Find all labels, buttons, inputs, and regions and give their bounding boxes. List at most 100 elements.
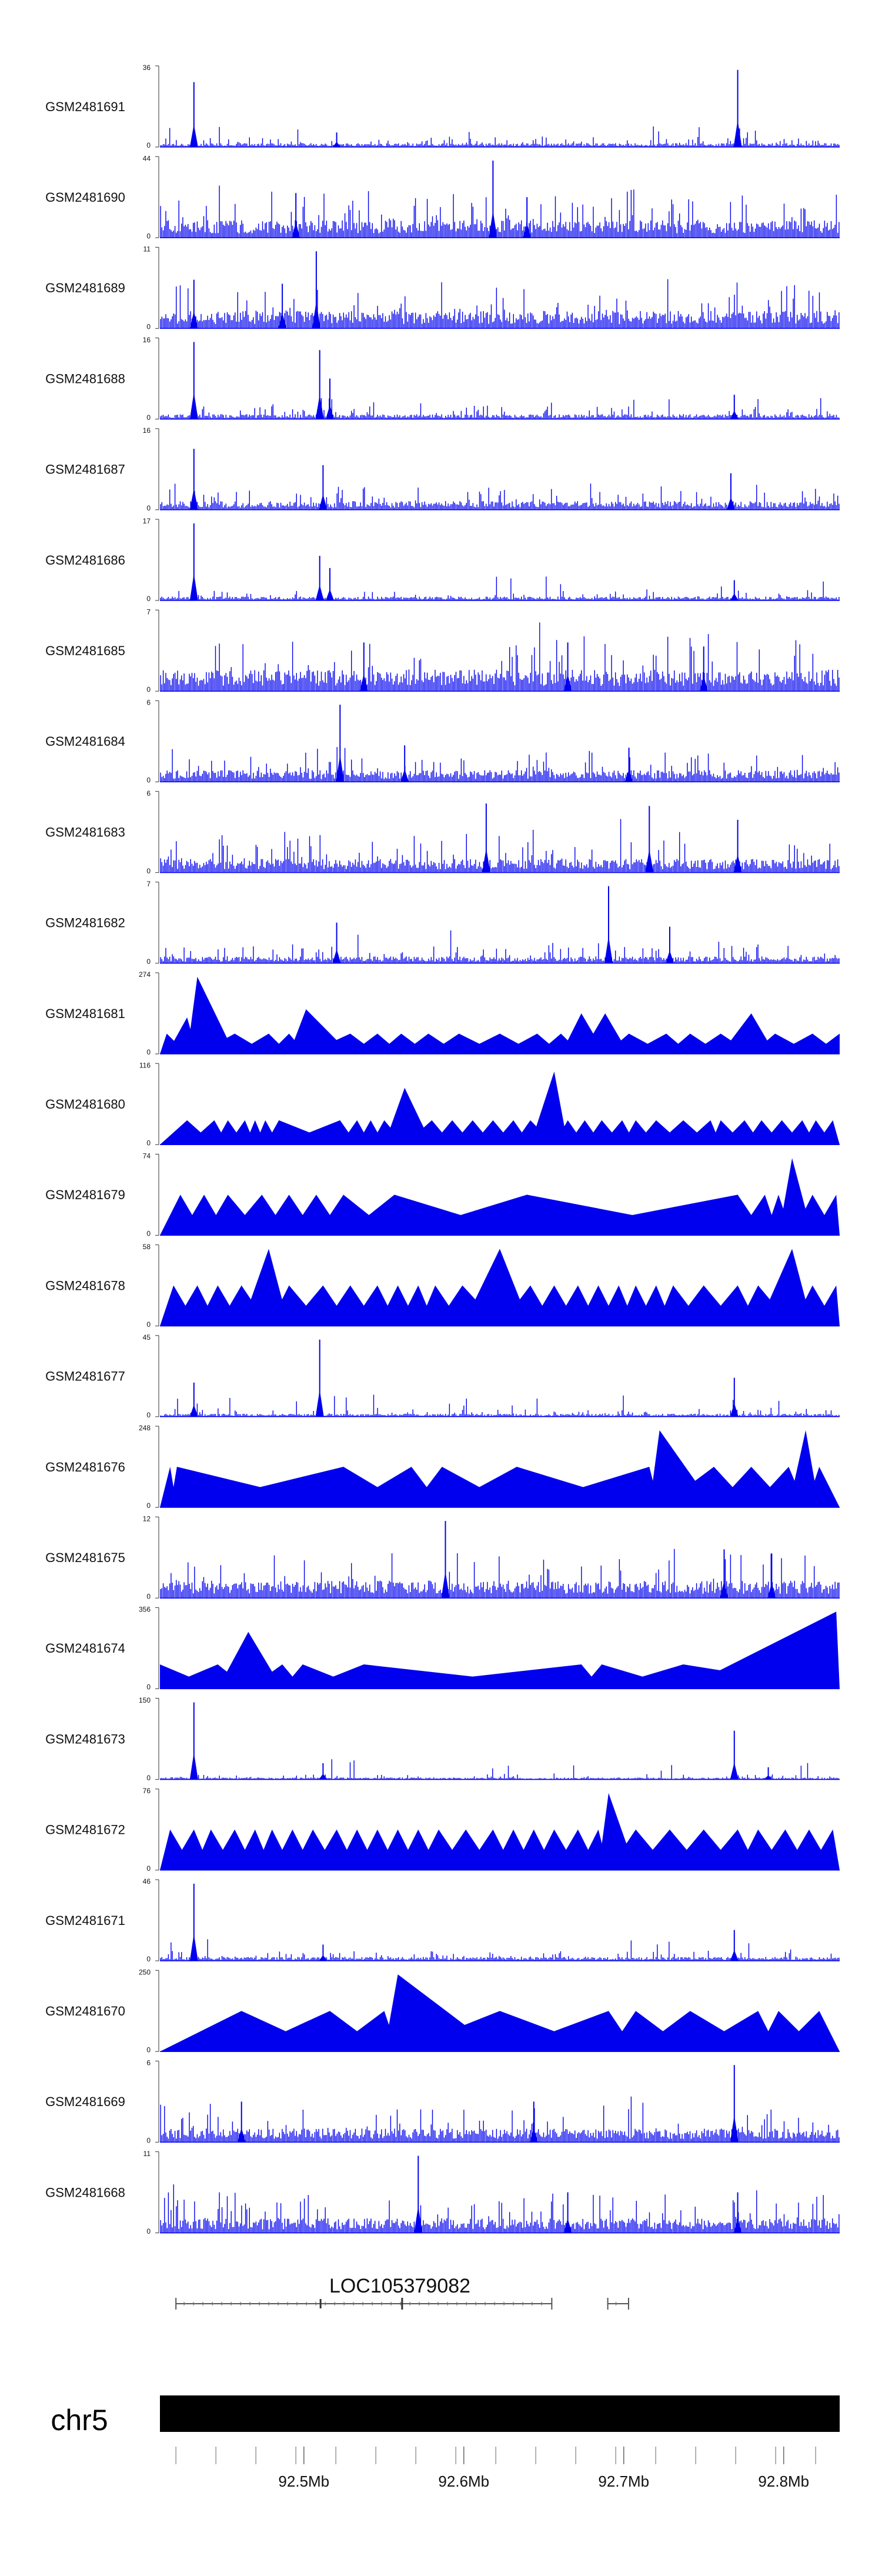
- track-GSM2481683: GSM2481683 6 0: [45, 789, 840, 875]
- y-min-label: 0: [146, 1501, 151, 1510]
- strand-arrow: [503, 2301, 506, 2306]
- coverage-bars: [160, 279, 840, 329]
- track-label: GSM2481685: [45, 643, 125, 658]
- strand-arrow: [615, 2301, 618, 2306]
- track-GSM2481680: GSM2481680 116 0: [45, 1061, 840, 1147]
- coverage-peak-base: [624, 770, 633, 782]
- coverage-area: [160, 1793, 840, 1870]
- coverage-peak-base: [292, 222, 300, 238]
- y-max-label: 58: [143, 1243, 151, 1251]
- coverage-peak-base: [189, 573, 198, 600]
- y-min-label: 0: [146, 1320, 151, 1329]
- coverage-peak-base: [278, 312, 287, 329]
- track-GSM2481679: GSM2481679 74 0: [45, 1152, 840, 1238]
- coverage-peak-base: [359, 674, 368, 692]
- strand-arrow: [315, 2301, 318, 2306]
- track-GSM2481691: GSM2481691 36 0: [45, 64, 840, 149]
- coverage-bars: [160, 1939, 840, 1961]
- coverage-peak-base: [730, 1403, 739, 1417]
- y-max-label: 356: [139, 1606, 151, 1614]
- strand-arrow: [484, 2301, 487, 2306]
- y-min-label: 0: [146, 776, 151, 785]
- track-label: GSM2481684: [45, 734, 125, 749]
- coverage-peak-base: [319, 1955, 328, 1961]
- coverage-peak-base: [720, 1581, 729, 1599]
- y-min-label: 0: [146, 1774, 151, 1782]
- coverage-area: [160, 1974, 840, 2052]
- track-label: GSM2481675: [45, 1550, 125, 1565]
- coverage-peak-base: [332, 949, 341, 963]
- track-GSM2481672: GSM2481672 76 0: [45, 1787, 840, 1873]
- y-max-label: 76: [143, 1787, 151, 1795]
- y-max-label: 7: [146, 880, 151, 888]
- coverage-area: [160, 1430, 840, 1507]
- coverage-peak-base: [523, 223, 532, 238]
- coverage-peak-base: [189, 488, 198, 510]
- x-tick-label: 92.6Mb: [438, 2472, 489, 2490]
- strand-arrow: [409, 2301, 412, 2306]
- coverage-peak-base: [730, 1950, 739, 1961]
- track-label: GSM2481690: [45, 190, 125, 205]
- y-min-label: 0: [146, 1864, 151, 1873]
- track-GSM2481681: GSM2481681 274 0: [45, 970, 840, 1056]
- y-min-label: 0: [146, 1592, 151, 1600]
- y-max-label: 74: [143, 1152, 151, 1160]
- coverage-peak-base: [326, 405, 334, 419]
- track-GSM2481688: GSM2481688 16 0: [45, 336, 840, 422]
- track-label: GSM2481689: [45, 281, 125, 295]
- y-min-label: 0: [146, 2227, 151, 2235]
- track-GSM2481682: GSM2481682 7 0: [45, 880, 840, 966]
- y-min-label: 0: [146, 232, 151, 240]
- coverage-bars: [160, 398, 840, 419]
- y-min-label: 0: [146, 1139, 151, 1147]
- y-max-label: 46: [143, 1877, 151, 1886]
- track-label: GSM2481683: [45, 825, 125, 839]
- coverage-peak-base: [414, 2205, 423, 2233]
- track-label: GSM2481677: [45, 1369, 125, 1384]
- coverage-peak-base: [315, 585, 324, 600]
- coverage-peak-base: [332, 142, 341, 147]
- track-GSM2481678: GSM2481678 58 0: [45, 1243, 840, 1329]
- coverage-peak-base: [730, 2115, 739, 2143]
- y-min-label: 0: [146, 957, 151, 966]
- track-label: GSM2481687: [45, 462, 125, 477]
- track-GSM2481669: GSM2481669 6 0: [45, 2059, 840, 2145]
- coverage-area: [160, 976, 840, 1054]
- coverage-peak-base: [767, 1582, 776, 1599]
- y-min-label: 0: [146, 685, 151, 693]
- y-max-label: 11: [143, 2150, 151, 2158]
- track-GSM2481687: GSM2481687 16 0: [45, 426, 840, 512]
- track-GSM2481673: GSM2481673 150 0: [45, 1696, 840, 1782]
- coverage-peak-base: [733, 2218, 742, 2233]
- y-max-label: 17: [143, 517, 151, 525]
- gene-model: LOC105379082: [175, 2275, 629, 2310]
- coverage-peak-base: [529, 2128, 538, 2143]
- coverage-bars: [160, 2184, 840, 2233]
- coverage-peak-base: [315, 395, 324, 419]
- strand-arrow: [531, 2301, 534, 2306]
- coverage-peak-base: [189, 1752, 198, 1780]
- coverage-peak-base: [189, 392, 198, 419]
- coverage-peak-base: [189, 311, 198, 329]
- track-GSM2481686: GSM2481686 17 0: [45, 517, 840, 603]
- strand-arrow: [183, 2301, 186, 2306]
- coverage-peak-base: [319, 494, 328, 510]
- strand-arrow: [249, 2301, 252, 2306]
- track-GSM2481677: GSM2481677 45 0: [45, 1333, 840, 1419]
- strand-arrow: [475, 2301, 477, 2306]
- strand-arrow: [522, 2301, 524, 2306]
- y-max-label: 6: [146, 699, 151, 707]
- coverage-peak-base: [189, 124, 198, 147]
- coverage-peak-base: [733, 854, 742, 873]
- coverage-bars: [160, 126, 840, 147]
- chromosome-ideogram: chr5 92.5Mb 92.6Mb 92.7Mb 92.8Mb: [51, 2395, 840, 2490]
- strand-arrow: [239, 2301, 242, 2306]
- x-tick-label: 92.5Mb: [278, 2472, 329, 2490]
- y-min-label: 0: [146, 1048, 151, 1056]
- y-min-label: 0: [146, 2046, 151, 2054]
- y-max-label: 36: [143, 64, 151, 72]
- strand-arrow: [418, 2301, 421, 2306]
- track-label: GSM2481682: [45, 916, 125, 930]
- strand-arrow: [465, 2301, 468, 2306]
- strand-arrow: [493, 2301, 496, 2306]
